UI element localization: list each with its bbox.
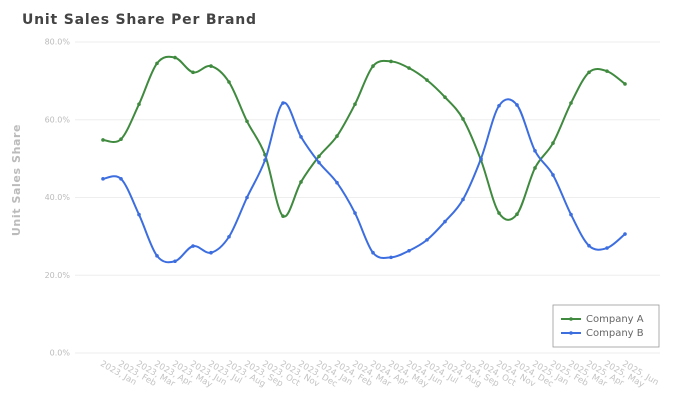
point: [605, 69, 609, 73]
point: [227, 80, 231, 84]
point: [551, 173, 555, 177]
point: [569, 101, 573, 105]
point: [407, 248, 411, 253]
y-tick-label: 40.0%: [45, 193, 71, 202]
point: [371, 250, 375, 255]
point: [317, 154, 321, 159]
y-tick-label: 60.0%: [45, 115, 71, 124]
point: [389, 59, 393, 64]
legend-box: [552, 304, 660, 348]
point: [119, 137, 123, 141]
point: [191, 244, 195, 248]
point: [605, 246, 609, 250]
y-tick-label: 20.0%: [45, 271, 71, 280]
point: [533, 149, 537, 153]
point: [623, 82, 627, 86]
point: [587, 243, 591, 248]
chart-title: Unit Sales Share Per Brand: [22, 12, 257, 28]
point: [497, 211, 501, 215]
point: [155, 254, 159, 258]
point: [515, 103, 519, 107]
y-axis-label: Unit Sales Share: [10, 124, 23, 236]
point: [425, 238, 429, 242]
point: [533, 166, 537, 170]
legend-marker: [569, 331, 573, 335]
point: [191, 70, 195, 75]
point: [335, 180, 339, 185]
point: [173, 55, 177, 60]
point: [137, 102, 141, 106]
point: [353, 211, 357, 215]
point: [443, 219, 447, 224]
point: [299, 180, 303, 184]
point: [245, 119, 249, 124]
point: [209, 64, 213, 68]
series-line: [102, 98, 626, 264]
point: [173, 259, 177, 264]
point: [101, 138, 105, 142]
legend-label: Company A: [586, 314, 644, 325]
y-tick-label: 0.0%: [50, 349, 71, 358]
point: [137, 212, 141, 217]
point: [389, 255, 393, 260]
point: [443, 95, 447, 100]
point: [101, 177, 105, 181]
point: [245, 195, 249, 200]
point: [281, 214, 285, 218]
point: [515, 212, 519, 217]
point: [587, 70, 591, 75]
point: [479, 156, 483, 161]
point: [281, 101, 285, 105]
point: [461, 117, 465, 121]
point: [155, 61, 159, 66]
point: [497, 103, 501, 108]
point: [263, 158, 267, 162]
point: [425, 78, 429, 82]
legend-marker: [569, 317, 573, 321]
point: [371, 64, 375, 68]
series-line: [102, 55, 626, 221]
point: [569, 212, 573, 217]
point: [353, 102, 357, 106]
point: [407, 66, 411, 70]
point: [623, 232, 627, 236]
y-tick-label: 80.0%: [45, 38, 71, 47]
point: [209, 250, 213, 255]
point: [227, 234, 231, 239]
point: [461, 197, 465, 202]
point: [551, 141, 555, 145]
point: [299, 135, 303, 139]
legend-label: Company B: [586, 328, 644, 339]
point: [317, 160, 321, 165]
point: [119, 177, 123, 181]
point: [335, 134, 339, 138]
